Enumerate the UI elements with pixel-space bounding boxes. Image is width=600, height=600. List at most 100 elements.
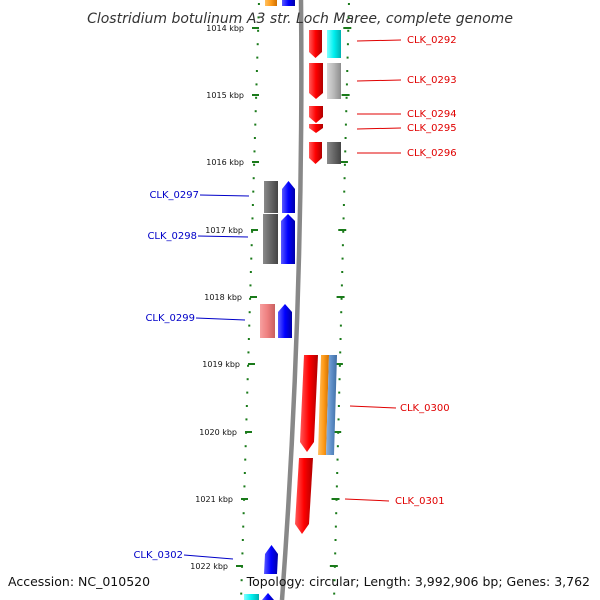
inner-tick (253, 163, 256, 166)
inner-tick (249, 271, 252, 273)
outer-tick (338, 378, 341, 381)
outer-tick (336, 458, 339, 461)
gene-partial-orange[interactable] (265, 0, 277, 6)
outer-tick (346, 70, 349, 72)
reverse-gene-labels: CLK_0297 CLK_0298 CLK_0299 CLK_0302 (133, 190, 250, 561)
gene-clk-0292-red[interactable] (309, 30, 322, 58)
gene-clk-0298-gray[interactable] (263, 214, 278, 264)
label-clk-0299[interactable]: CLK_0299 (145, 313, 246, 324)
gene-clk-0300-orange[interactable] (318, 355, 329, 455)
gene-clk-0298-blue[interactable] (281, 214, 295, 264)
outer-major-tick (331, 498, 340, 500)
label-clk-0294[interactable]: CLK_0294 (357, 109, 457, 120)
inner-tick (251, 204, 254, 206)
gene-clk-0299-blue[interactable] (278, 304, 292, 338)
label-clk-0301[interactable]: CLK_0301 (344, 496, 445, 507)
outer-tick (334, 552, 337, 555)
outer-major-tick (343, 27, 352, 29)
outer-tick (336, 445, 339, 448)
gene-partial-blue[interactable] (282, 0, 295, 6)
inner-tick (244, 445, 247, 448)
svg-text:CLK_0300: CLK_0300 (400, 403, 450, 414)
kbp-label-1015: 1015 kbp (206, 91, 259, 100)
inner-tick (247, 351, 250, 354)
inner-tick (255, 96, 258, 99)
gene-clk-0292-cyan[interactable] (327, 30, 341, 58)
svg-text:1014 kbp: 1014 kbp (206, 24, 244, 33)
svg-text:1018 kbp: 1018 kbp (204, 293, 242, 302)
gene-clk-0300-red[interactable] (300, 355, 318, 452)
outer-major-tick (341, 94, 350, 96)
inner-tick (256, 56, 259, 59)
inner-tick (247, 338, 250, 340)
map-title: Clostridium botulinum A3 str. Loch Maree… (87, 11, 513, 27)
inner-tick (256, 43, 259, 46)
gene-clk-0299-pink[interactable] (260, 304, 275, 338)
outer-tick (346, 56, 349, 59)
outer-tick (345, 96, 348, 99)
inner-tick (242, 512, 245, 515)
label-clk-0297[interactable]: CLK_0297 (149, 190, 250, 201)
gene-clk-0293-gray[interactable] (327, 63, 341, 99)
gene-clk-0301[interactable] (295, 458, 313, 534)
label-clk-0300[interactable]: CLK_0300 (349, 403, 450, 414)
outer-tick (344, 123, 347, 126)
svg-text:CLK_0301: CLK_0301 (395, 496, 445, 507)
inner-tick (250, 244, 253, 247)
gene-partial-cyan-bottom[interactable] (244, 594, 259, 600)
gene-clk-0302-blue[interactable] (264, 545, 278, 574)
outer-major-tick (336, 296, 345, 298)
gene-clk-0297-gray[interactable] (264, 181, 278, 213)
reverse-strand-features (244, 181, 295, 600)
outer-tick (344, 137, 347, 139)
inner-tick (252, 177, 255, 180)
outer-tick (335, 485, 338, 488)
outer-tick (339, 338, 342, 340)
inner-tick (249, 284, 252, 287)
gene-partial-blue-bottom[interactable] (262, 593, 274, 600)
outer-tick (342, 204, 345, 206)
label-clk-0296[interactable]: CLK_0296 (357, 148, 457, 159)
outer-tick (337, 418, 340, 421)
gene-clk-0294[interactable] (309, 106, 323, 123)
outer-tick (342, 230, 345, 233)
outer-tick (340, 284, 343, 287)
outer-tick (347, 16, 350, 19)
inner-tick (251, 230, 254, 233)
outer-major-tick (339, 161, 348, 163)
outer-tick (334, 539, 337, 541)
inner-tick (243, 472, 246, 474)
label-clk-0298[interactable]: CLK_0298 (147, 231, 249, 242)
inner-tick (246, 378, 249, 381)
outer-tick (339, 324, 342, 327)
label-clk-0293[interactable]: CLK_0293 (356, 75, 457, 86)
inner-tick (242, 525, 245, 528)
outer-tick (338, 364, 341, 367)
inner-tick (252, 190, 255, 193)
outer-tick (336, 472, 339, 474)
outer-tick (339, 351, 342, 354)
inner-tick (241, 552, 244, 555)
inner-tick (257, 3, 260, 5)
gene-clk-0297-blue[interactable] (282, 181, 295, 213)
label-clk-0292[interactable]: CLK_0292 (356, 35, 457, 46)
gene-clk-0296-red[interactable] (309, 142, 322, 164)
gene-clk-0293-red[interactable] (309, 63, 323, 99)
outer-tick (343, 163, 346, 166)
gene-clk-0296-gray[interactable] (327, 142, 341, 164)
inner-tick (246, 391, 249, 394)
outer-tick (343, 177, 346, 180)
svg-text:1020 kbp: 1020 kbp (199, 428, 237, 437)
gene-clk-0295[interactable] (309, 124, 323, 133)
svg-text:1022 kbp: 1022 kbp (190, 562, 228, 571)
inner-tick (250, 257, 253, 260)
inner-tick (244, 458, 247, 461)
outer-tick (345, 83, 348, 86)
label-clk-0295[interactable]: CLK_0295 (356, 123, 457, 134)
inner-tick (253, 150, 256, 153)
inner-tick (243, 485, 246, 488)
inner-tick (257, 16, 260, 19)
label-clk-0302[interactable]: CLK_0302 (133, 550, 234, 561)
gene-clk-0300-steel[interactable] (326, 355, 337, 455)
inner-tick (245, 405, 248, 407)
